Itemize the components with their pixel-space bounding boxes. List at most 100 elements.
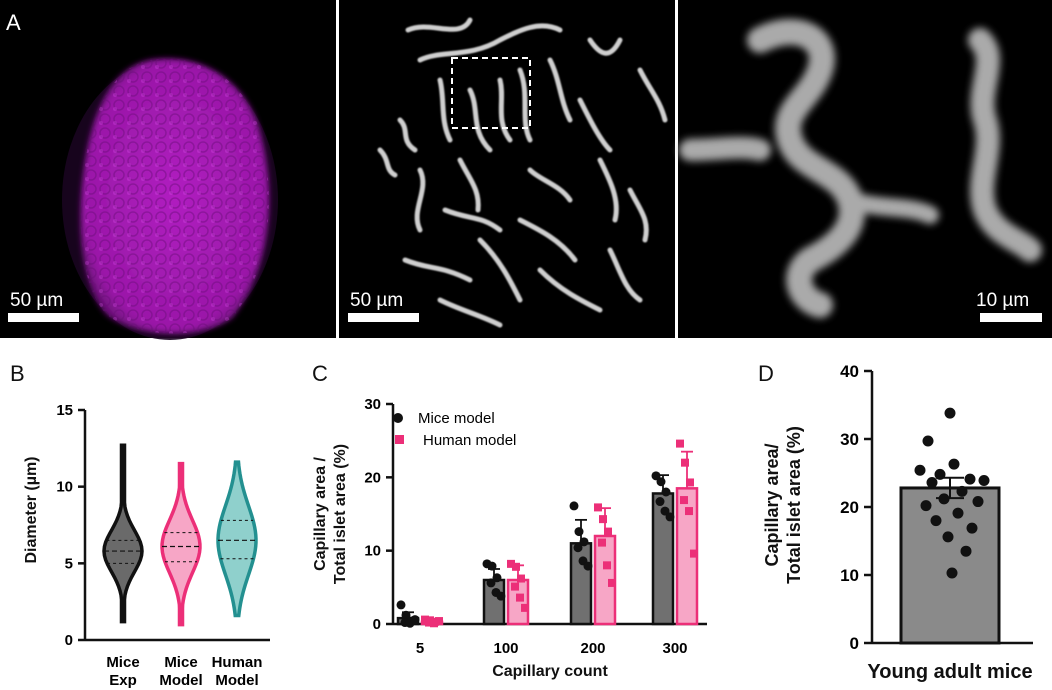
c-x-tick-label: 5 (416, 640, 424, 657)
c-y-tick-label: 20 (364, 469, 381, 486)
c-data-point-mice (573, 543, 583, 553)
c-data-point-human (690, 549, 698, 558)
d-y-tick-label: 0 (850, 634, 859, 653)
c-data-point-human (517, 574, 525, 583)
panel-label-c: C (312, 361, 328, 386)
scale-bar-label-3: 10 µm (976, 290, 1029, 311)
panel-d: D Capillary area/ Total islet area (%) 0… (758, 361, 1033, 683)
d-data-point (978, 474, 990, 486)
c-data-point-mice (401, 610, 411, 620)
capillary-image: 50 µm (339, 0, 675, 338)
d-data-point (920, 500, 932, 512)
scale-bar-label-2: 50 µm (350, 290, 403, 311)
c-y-tick-label: 10 (364, 543, 381, 560)
d-y-axis-title-line-1: Capillary area/ (762, 443, 782, 566)
c-data-point-mice (655, 497, 665, 507)
c-data-point-human (680, 496, 688, 505)
c-x-tick-label: 100 (493, 640, 518, 657)
b-x-tick-label: Model (159, 672, 202, 689)
d-data-point (926, 477, 938, 489)
c-y-tick-label: 30 (364, 396, 381, 413)
b-y-tick-label: 0 (65, 632, 73, 649)
d-x-axis-title: Young adult mice (867, 661, 1032, 683)
c-data-point-mice (492, 573, 502, 583)
b-x-tick-label: Model (215, 672, 258, 689)
c-data-point-mice (660, 506, 670, 516)
scale-bar-1 (8, 313, 79, 322)
d-y-tick-label: 10 (840, 566, 859, 585)
c-data-point-mice (661, 487, 671, 497)
c-data-point-mice (574, 527, 584, 537)
d-y-tick-label: 20 (840, 498, 859, 517)
scale-bar-label-1: 50 µm (10, 290, 63, 311)
c-data-point-human (681, 458, 689, 467)
panel-label-a: A (6, 10, 21, 35)
c-bar (569, 542, 593, 626)
c-data-point-human (603, 561, 611, 570)
zoom-region-box (451, 57, 531, 129)
d-bar (899, 486, 1001, 645)
b-x-tick-label: Exp (109, 672, 137, 689)
d-data-point (944, 407, 956, 419)
c-legend-marker-human (395, 435, 404, 444)
c-data-point-mice (656, 477, 666, 487)
d-data-point (972, 496, 984, 508)
c-bar (482, 578, 506, 626)
c-x-tick-label: 200 (580, 640, 605, 657)
b-y-tick-label: 15 (56, 402, 73, 419)
c-data-point-human (512, 562, 520, 571)
b-y-axis-title: Diameter (µm) (23, 456, 40, 563)
c-data-point-mice (665, 512, 675, 522)
c-legend-label-human: Human model (423, 432, 516, 449)
scale-bar-3 (980, 313, 1042, 322)
d-data-point (948, 458, 960, 470)
c-legend-marker-mice (393, 413, 403, 423)
panel-label-d: D (758, 361, 774, 386)
d-y-tick-label: 30 (840, 430, 859, 449)
b-x-tick-label: Mice (164, 654, 197, 671)
c-data-point-mice (579, 537, 589, 547)
c-data-point-mice (583, 561, 593, 571)
b-violin (160, 461, 202, 627)
b-y-tick-label: 10 (56, 479, 73, 496)
c-data-point-mice (487, 561, 497, 571)
c-y-axis-title-line-2: Total islet area (%) (332, 444, 349, 584)
scale-bar-2 (348, 313, 419, 322)
d-data-point (942, 531, 954, 543)
b-x-tick-label: Human (212, 654, 263, 671)
islet-magenta-image: 50 µm A (0, 0, 336, 340)
d-data-point (960, 545, 972, 557)
c-data-point-human (594, 503, 602, 512)
c-y-tick-label: 0 (373, 616, 381, 633)
d-data-point (956, 485, 968, 497)
c-data-point-mice (396, 600, 406, 610)
c-data-point-mice (486, 578, 496, 588)
c-data-point-human (608, 578, 616, 587)
c-data-point-human (425, 618, 433, 627)
b-x-tick-label: Mice (106, 654, 139, 671)
d-data-point (964, 473, 976, 485)
c-data-point-mice (496, 591, 506, 601)
capillary-zoom-image: 10 µm (678, 0, 1052, 338)
c-x-tick-label: 300 (662, 640, 687, 657)
c-data-point-human (521, 603, 529, 612)
c-data-point-human (686, 478, 694, 487)
c-data-point-human (435, 617, 443, 626)
panel-c: C Capillary area / Total islet area (%) … (312, 361, 707, 680)
c-data-point-human (507, 559, 515, 568)
d-data-point (922, 435, 934, 447)
c-legend-label-mice: Mice model (418, 410, 495, 427)
d-y-axis-title-line-2: Total islet area (%) (784, 426, 804, 584)
c-data-point-mice (651, 471, 661, 481)
d-data-point (938, 493, 950, 505)
c-data-point-mice (569, 501, 579, 511)
d-data-point (952, 507, 964, 519)
b-violin (102, 443, 144, 624)
c-y-axis-title-line-1: Capillary area / (312, 457, 329, 571)
panel-a: 50 µm A (0, 0, 1052, 340)
d-data-point (946, 567, 958, 579)
c-data-point-human (604, 527, 612, 536)
c-data-point-mice (410, 615, 420, 625)
c-data-point-human (599, 515, 607, 524)
